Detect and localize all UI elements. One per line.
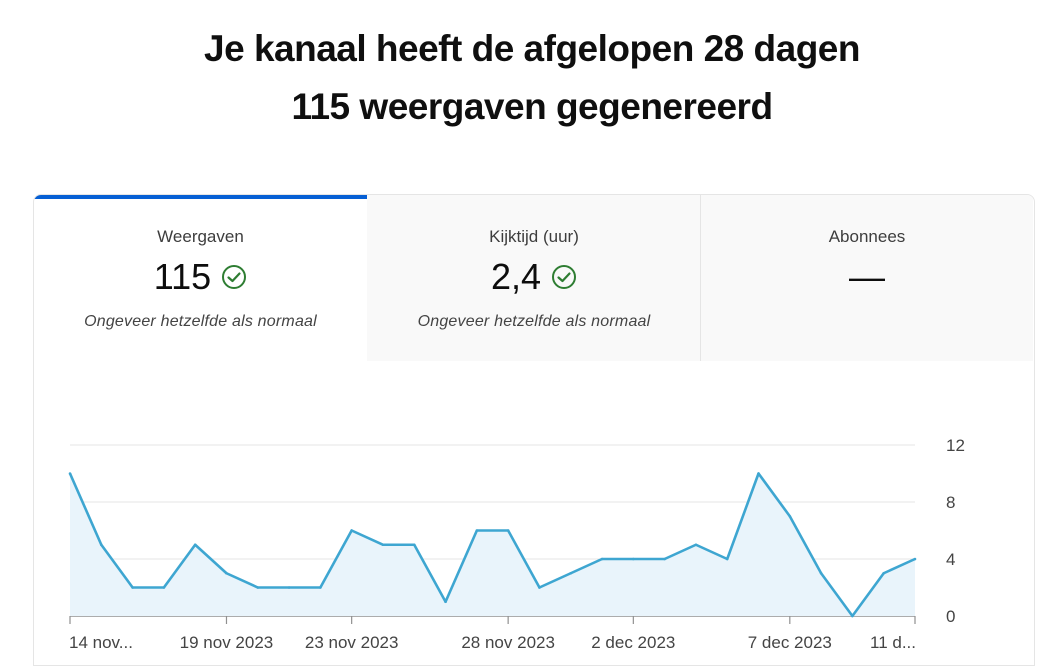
metric-tabs: Weergaven 115 Ongeveer hetzelfde als nor… [34,195,1034,361]
data-point [412,543,416,547]
tab-label: Abonnees [828,227,906,246]
data-point [725,557,729,561]
series-area [70,473,915,616]
metric-comparison-note: Ongeveer hetzelfde als normaal [417,313,651,330]
data-point [538,586,541,589]
data-point [600,557,604,561]
analytics-card: Weergaven 115 Ongeveer hetzelfde als nor… [33,194,1035,666]
x-tick-label: 28 nov 2023 [461,633,555,652]
metric-value: 2,4 [490,256,542,297]
tab-value-row: — [701,256,1033,297]
y-tick-label: 0 [946,607,955,626]
tab-abonnees[interactable]: Abonnees — [700,195,1033,361]
data-point [506,529,510,532]
check-circle-icon [222,265,247,289]
metric-value: 115 [153,256,212,297]
headline-line-2: 115 weergaven gegenereerd [291,86,773,127]
data-point [287,586,291,589]
data-point [225,571,228,575]
data-point [694,543,698,547]
metric-value: — [849,256,885,297]
data-point [131,586,134,589]
data-point [757,472,760,475]
x-tick-label: 7 dec 2023 [748,633,832,652]
y-tick-label: 12 [946,436,965,455]
data-point [788,514,792,518]
data-point [882,571,886,575]
data-point [162,586,166,589]
data-point [99,543,103,547]
data-point [256,586,260,589]
data-point [663,557,666,561]
y-tick-label: 8 [946,493,955,512]
page-headline: Je kanaal heeft de afgelopen 28 dagen 11… [0,20,1051,136]
y-tick-label: 4 [946,550,955,569]
x-tick-label: 11 d... [870,633,916,652]
tab-value-row: 2,4 [368,256,700,297]
data-point [319,586,322,589]
data-point [381,543,385,547]
x-tick-label: 2 dec 2023 [591,633,675,652]
tab-weergaven[interactable]: Weergaven 115 Ongeveer hetzelfde als nor… [34,195,367,361]
data-point [193,543,197,547]
data-point [350,529,353,532]
data-point [851,614,854,618]
data-point [819,571,823,575]
series-line [68,472,916,618]
headline-line-1: Je kanaal heeft de afgelopen 28 dagen [204,28,860,69]
data-point [632,557,635,561]
data-point [68,472,72,475]
tab-kijktijd[interactable]: Kijktijd (uur) 2,4 Ongeveer hetzelfde al… [367,195,700,361]
x-tick-label: 23 nov 2023 [305,633,399,652]
x-tick-label: 19 nov 2023 [180,633,274,652]
views-line-chart: 0 4 8 12 14 nov... 19 nov 2023 23 nov 2023 28 n… [68,436,965,652]
tab-value-row: 115 [34,256,367,297]
tab-label: Kijktijd (uur) [489,227,579,246]
data-point [475,529,479,532]
data-point [913,557,917,561]
metric-comparison-note: Ongeveer hetzelfde als normaal [84,313,317,330]
tab-label: Weergaven [157,227,244,246]
x-tick-label: 14 nov... [69,633,133,652]
data-point [444,600,447,604]
check-circle-icon [552,265,577,289]
data-point [569,571,573,575]
